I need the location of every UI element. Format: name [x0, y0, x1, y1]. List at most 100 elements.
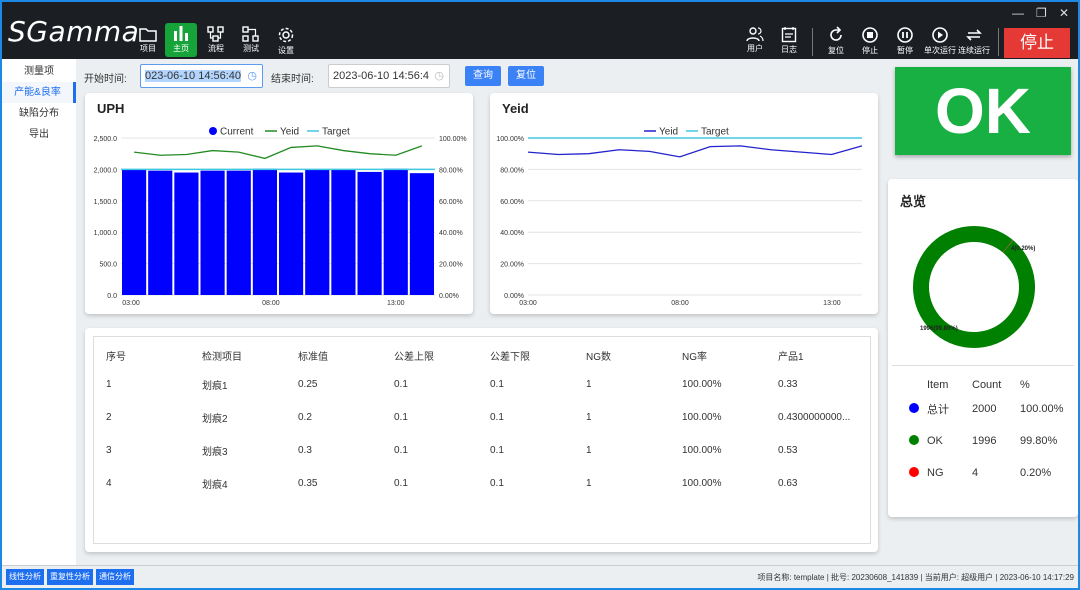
cell: 0.2 — [298, 412, 312, 423]
cell: 0.35 — [298, 478, 318, 489]
overview-header-item: Item — [927, 379, 949, 391]
ok-indicator: OK — [895, 67, 1071, 155]
overview-row: 总计 2000 100.00% — [899, 393, 1063, 425]
restore-icon[interactable]: ❐ — [1036, 6, 1047, 20]
ok-slice — [913, 226, 1035, 348]
continuous-run-button[interactable]: 连续运行 — [958, 24, 990, 58]
ng-slice-label: 4(0.20%) — [1011, 246, 1035, 252]
sidebar-item-measure[interactable]: 测量项 — [24, 66, 54, 77]
cell: 0.1 — [490, 478, 504, 489]
y2-tick-label: 80.00% — [439, 167, 463, 174]
pause-label: 暂停 — [897, 46, 913, 55]
overview-row: OK 1996 99.80% — [899, 425, 1063, 457]
y2-tick-label: 40.00% — [439, 230, 463, 237]
tab-linearity[interactable]: 线性分析 — [6, 569, 44, 585]
uph-yeid-line — [134, 145, 423, 160]
minimize-icon[interactable]: — — [1012, 6, 1024, 20]
yeid-title: Yeid — [502, 101, 529, 116]
table-row[interactable]: 3 划痕3 0.3 0.1 0.1 1 100.00% 0.53 — [96, 434, 864, 467]
overview-pct: 0.20% — [1020, 467, 1052, 479]
cell: 0.4300000000... — [778, 412, 851, 423]
stop-button[interactable]: 停止 — [1004, 28, 1070, 58]
sidebar: 测量项 产能&良率 缺陷分布 导出 — [2, 59, 76, 565]
end-time-value: 2023-06-10 14:56:4 — [333, 70, 430, 82]
legend-yeid-label: Yeid — [659, 127, 678, 138]
tab-communication[interactable]: 通信分析 — [96, 569, 134, 585]
cell: 0.1 — [394, 478, 408, 489]
toolbar-divider — [998, 28, 999, 56]
flow-button[interactable]: 流程 — [200, 24, 232, 58]
flow-label: 流程 — [208, 44, 224, 53]
header-product1: 产品1 — [778, 351, 804, 363]
sidebar-item-yield[interactable]: 产能&良率 — [2, 82, 76, 103]
uph-bar — [226, 170, 251, 295]
cell: 划痕1 — [202, 381, 228, 392]
log-label: 日志 — [781, 45, 797, 54]
users-button[interactable]: 用户 — [739, 24, 771, 58]
project-label: 项目 — [140, 44, 156, 53]
uph-bar — [200, 170, 225, 295]
test-button[interactable]: 测试 — [235, 24, 267, 58]
query-button[interactable]: 查询 — [465, 66, 501, 86]
measurement-table-card — [85, 328, 878, 552]
uph-bar — [383, 168, 408, 295]
overview-card: 总览 4(0.20%) 1996(99.80%) — [888, 179, 1078, 517]
cell: 0.1 — [490, 379, 504, 390]
project-button[interactable]: 项目 — [132, 24, 164, 58]
stop-icon — [862, 27, 878, 43]
pause-button[interactable]: 暂停 — [889, 24, 921, 58]
ok-legend-dot — [909, 434, 919, 445]
log-button[interactable]: 日志 — [773, 24, 805, 58]
overview-pct: 99.80% — [1020, 435, 1058, 447]
y-tick-label: 100.00% — [496, 136, 524, 143]
table-row[interactable]: 4 划痕4 0.35 0.1 0.1 1 100.00% 0.63 — [96, 467, 864, 500]
overview-count: 2000 — [972, 403, 997, 415]
uph-card: UPH Current Yeid Target 0.0 500.0 1,000.0 1,50… — [85, 93, 473, 314]
table-header-row: 序号 检测项目 标准值 公差上限 公差下限 NG数 NG率 产品1 — [96, 342, 864, 368]
end-time-input[interactable]: 2023-06-10 14:56:4 ◷ — [328, 64, 450, 88]
close-icon[interactable]: ✕ — [1059, 6, 1070, 20]
y-tick-label: 80.00% — [500, 167, 524, 174]
legend-current-marker — [209, 127, 217, 135]
cell: 0.3 — [298, 445, 312, 456]
header-upper: 公差上限 — [394, 351, 434, 363]
overview-header-pct: % — [1020, 379, 1030, 391]
continuous-run-label: 连续运行 — [958, 46, 990, 55]
cell: 划痕3 — [202, 447, 228, 458]
overview-divider — [892, 365, 1074, 366]
home-label: 主页 — [173, 44, 189, 53]
toolbar-divider — [812, 28, 813, 56]
stop-toolbar-label: 停止 — [862, 46, 878, 55]
reset-button[interactable]: 复位 — [508, 66, 544, 86]
overview-item: OK — [927, 435, 943, 447]
tab-repeatability[interactable]: 重复性分析 — [47, 569, 93, 585]
table-row[interactable]: 1 划痕1 0.25 0.1 0.1 1 100.00% 0.33 — [96, 368, 864, 401]
sidebar-item-export[interactable]: 导出 — [29, 129, 49, 140]
cell: 0.1 — [394, 412, 408, 423]
uph-bar — [409, 173, 434, 295]
uph-bar — [305, 169, 330, 295]
y-tick-label: 2,000.0 — [94, 167, 117, 174]
ng-slice — [913, 226, 1035, 348]
start-time-input[interactable]: 023-06-10 14:56:40 ◷ — [140, 64, 263, 88]
y2-tick-label: 60.00% — [439, 199, 463, 206]
reset-toolbar-label: 复位 — [828, 46, 844, 55]
x-tick-label: 03:00 — [519, 300, 537, 307]
pause-icon — [897, 27, 913, 43]
single-run-button[interactable]: 单次运行 — [924, 24, 956, 58]
home-button[interactable]: 主页 — [165, 23, 197, 57]
table-row[interactable]: 2 划痕2 0.2 0.1 0.1 1 100.00% 0.4300000000… — [96, 401, 864, 434]
reset-toolbar-button[interactable]: 复位 — [820, 24, 852, 58]
users-icon — [746, 27, 764, 42]
sidebar-item-defect[interactable]: 缺陷分布 — [19, 108, 59, 119]
cell: 3 — [106, 445, 112, 456]
cell: 0.53 — [778, 445, 798, 456]
cell: 0.1 — [490, 412, 504, 423]
settings-button[interactable]: 设置 — [270, 24, 302, 58]
header-index: 序号 — [106, 351, 126, 363]
stop-toolbar-button[interactable]: 停止 — [854, 24, 886, 58]
y-tick-label: 500.0 — [99, 262, 117, 269]
y-tick-label: 0.0 — [107, 293, 117, 300]
overview-count: 1996 — [972, 435, 997, 447]
y-tick-label: 20.00% — [500, 262, 524, 269]
